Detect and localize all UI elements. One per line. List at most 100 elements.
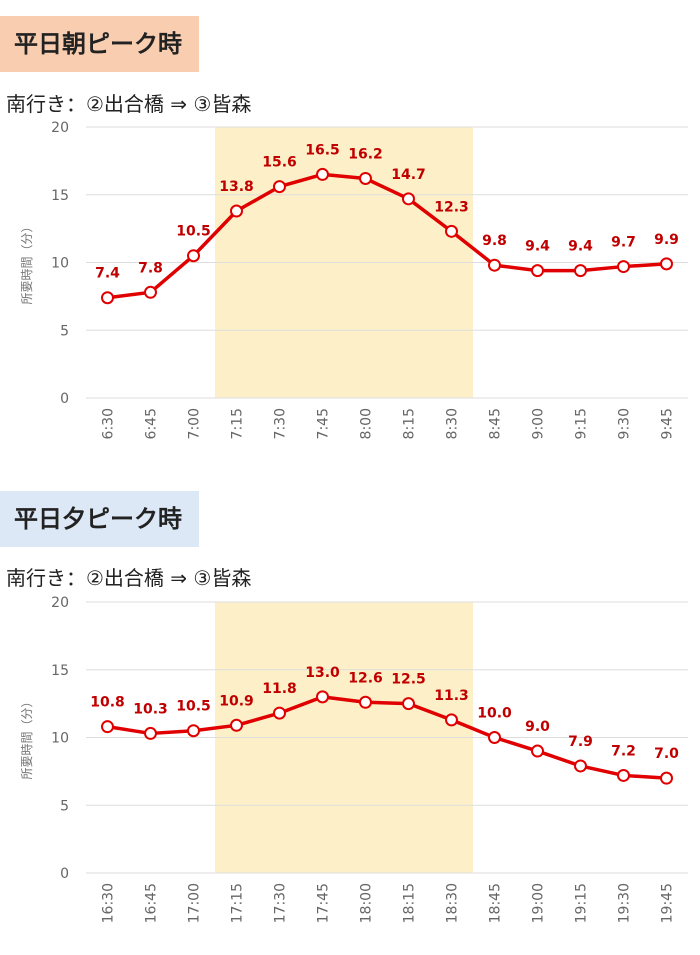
morning-x-tick-label: 9:30 [617,408,633,439]
morning-x-tick-label: 7:45 [316,408,332,439]
morning-x-tick-label: 7:15 [230,408,246,439]
morning-data-label: 9.4 [525,239,550,255]
morning-x-tick-label: 9:45 [660,408,676,439]
morning-data-point [230,204,243,218]
evening-x-tick-label: 19:00 [531,883,547,923]
morning-x-tick-label: 7:00 [187,408,203,439]
evening-x-tick-label: 19:15 [574,883,590,923]
morning-x-tick-label: 6:30 [101,408,117,439]
evening-data-point [445,713,458,727]
morning-y-tick-label: 10 [51,256,69,272]
evening-y-axis-title: 所要時間（分） [20,695,34,779]
evening-data-label: 11.8 [262,681,297,697]
morning-data-label: 9.7 [611,235,636,251]
morning-data-point [488,258,501,272]
morning-data-label: 9.9 [654,232,679,248]
evening-x-tick-label: 18:30 [445,883,461,923]
morning-data-point [101,291,114,305]
evening-x-tick-label: 18:15 [402,883,418,923]
morning-data-point [273,180,286,194]
morning-data-point [402,192,415,206]
evening-section-title: 平日夕ピーク時 [0,491,199,547]
evening-data-point [144,726,157,740]
evening-data-point [273,706,286,720]
morning-y-axis-title: 所要時間（分） [20,220,34,304]
morning-route-label: 南行き：②出合橋 ⇒ ③皆森 [6,92,252,116]
evening-y-tick-label: 5 [60,798,69,814]
evening-data-label: 12.6 [348,670,383,686]
morning-data-point [316,167,329,181]
morning-data-label: 14.7 [391,167,426,183]
evening-data-label: 10.8 [90,695,125,711]
morning-x-tick-label: 8:15 [402,408,418,439]
morning-x-tick-label: 9:00 [531,408,547,439]
morning-x-tick-label: 7:30 [273,408,289,439]
morning-x-tick-label: 8:00 [359,408,375,439]
morning-x-tick-label: 8:30 [445,408,461,439]
morning-section-title: 平日朝ピーク時 [0,16,199,72]
morning-data-label: 13.8 [219,179,254,195]
evening-data-label: 13.0 [305,665,340,681]
evening-data-point [574,759,587,773]
morning-data-point [531,264,544,278]
morning-data-label: 16.5 [305,142,340,158]
evening-x-tick-label: 19:30 [617,883,633,923]
evening-data-label: 11.3 [434,688,469,704]
evening-x-tick-label: 16:30 [101,883,117,923]
evening-line-chart: 0 5 10 15 20 所要時間（分） 16:30 16:45 17:00 17:15 17:30… [20,595,688,923]
morning-data-point [445,224,458,238]
morning-x-tick-label: 6:45 [144,408,160,439]
evening-data-point [101,720,114,734]
evening-route-label: 南行き：②出合橋 ⇒ ③皆森 [6,566,252,590]
morning-data-label: 16.2 [348,146,383,162]
morning-y-tick-label: 20 [51,120,69,136]
morning-line-chart: 0 5 10 15 20 所要時間（分） 6:30 6:45 7:00 7:15 7:30 7:45 8… [20,120,688,439]
morning-data-point [660,257,673,271]
morning-data-label: 15.6 [262,155,297,171]
evening-x-tick-label: 17:30 [273,883,289,923]
morning-data-point [359,171,372,185]
morning-data-point [574,264,587,278]
evening-y-tick-label: 0 [60,866,69,882]
evening-x-tick-label: 16:45 [144,883,160,923]
evening-data-point [402,697,415,711]
morning-x-tick-label: 8:45 [488,408,504,439]
evening-x-tick-label: 17:00 [187,883,203,923]
evening-data-label: 7.9 [568,734,593,750]
evening-data-point [316,690,329,704]
evening-data-label: 10.3 [133,701,168,717]
evening-y-tick-label: 15 [51,663,69,679]
morning-data-point [617,260,630,274]
morning-x-tick-label: 9:15 [574,408,590,439]
morning-series-line [107,172,667,300]
morning-y-tick-label: 0 [60,391,69,407]
evening-data-point [359,695,372,709]
evening-data-point [660,771,673,785]
evening-y-tick-label: 20 [51,595,69,611]
evening-data-label: 10.9 [219,693,254,709]
morning-data-label: 7.8 [138,260,163,276]
evening-x-tick-label: 17:45 [316,883,332,923]
morning-data-label: 9.8 [482,233,507,249]
evening-x-tick-label: 18:00 [359,883,375,923]
morning-y-tick-label: 5 [60,323,69,339]
evening-data-label: 12.5 [391,672,426,688]
evening-data-label: 10.5 [176,699,211,715]
evening-data-label: 7.0 [654,746,679,762]
morning-data-point [144,285,157,299]
evening-series-line [107,695,667,780]
morning-data-label: 10.5 [176,224,211,240]
evening-data-label: 9.0 [525,719,550,735]
evening-data-point [187,724,200,738]
evening-data-label: 7.2 [611,743,636,759]
evening-data-point [531,744,544,758]
morning-data-label: 12.3 [434,199,469,215]
evening-x-tick-label: 17:15 [230,883,246,923]
evening-data-point [230,718,243,732]
evening-data-label: 10.0 [477,706,512,722]
evening-data-point [617,768,630,782]
evening-x-tick-label: 18:45 [488,883,504,923]
evening-x-tick-label: 19:45 [660,883,676,923]
morning-y-tick-label: 15 [51,188,69,204]
evening-y-tick-label: 10 [51,731,69,747]
